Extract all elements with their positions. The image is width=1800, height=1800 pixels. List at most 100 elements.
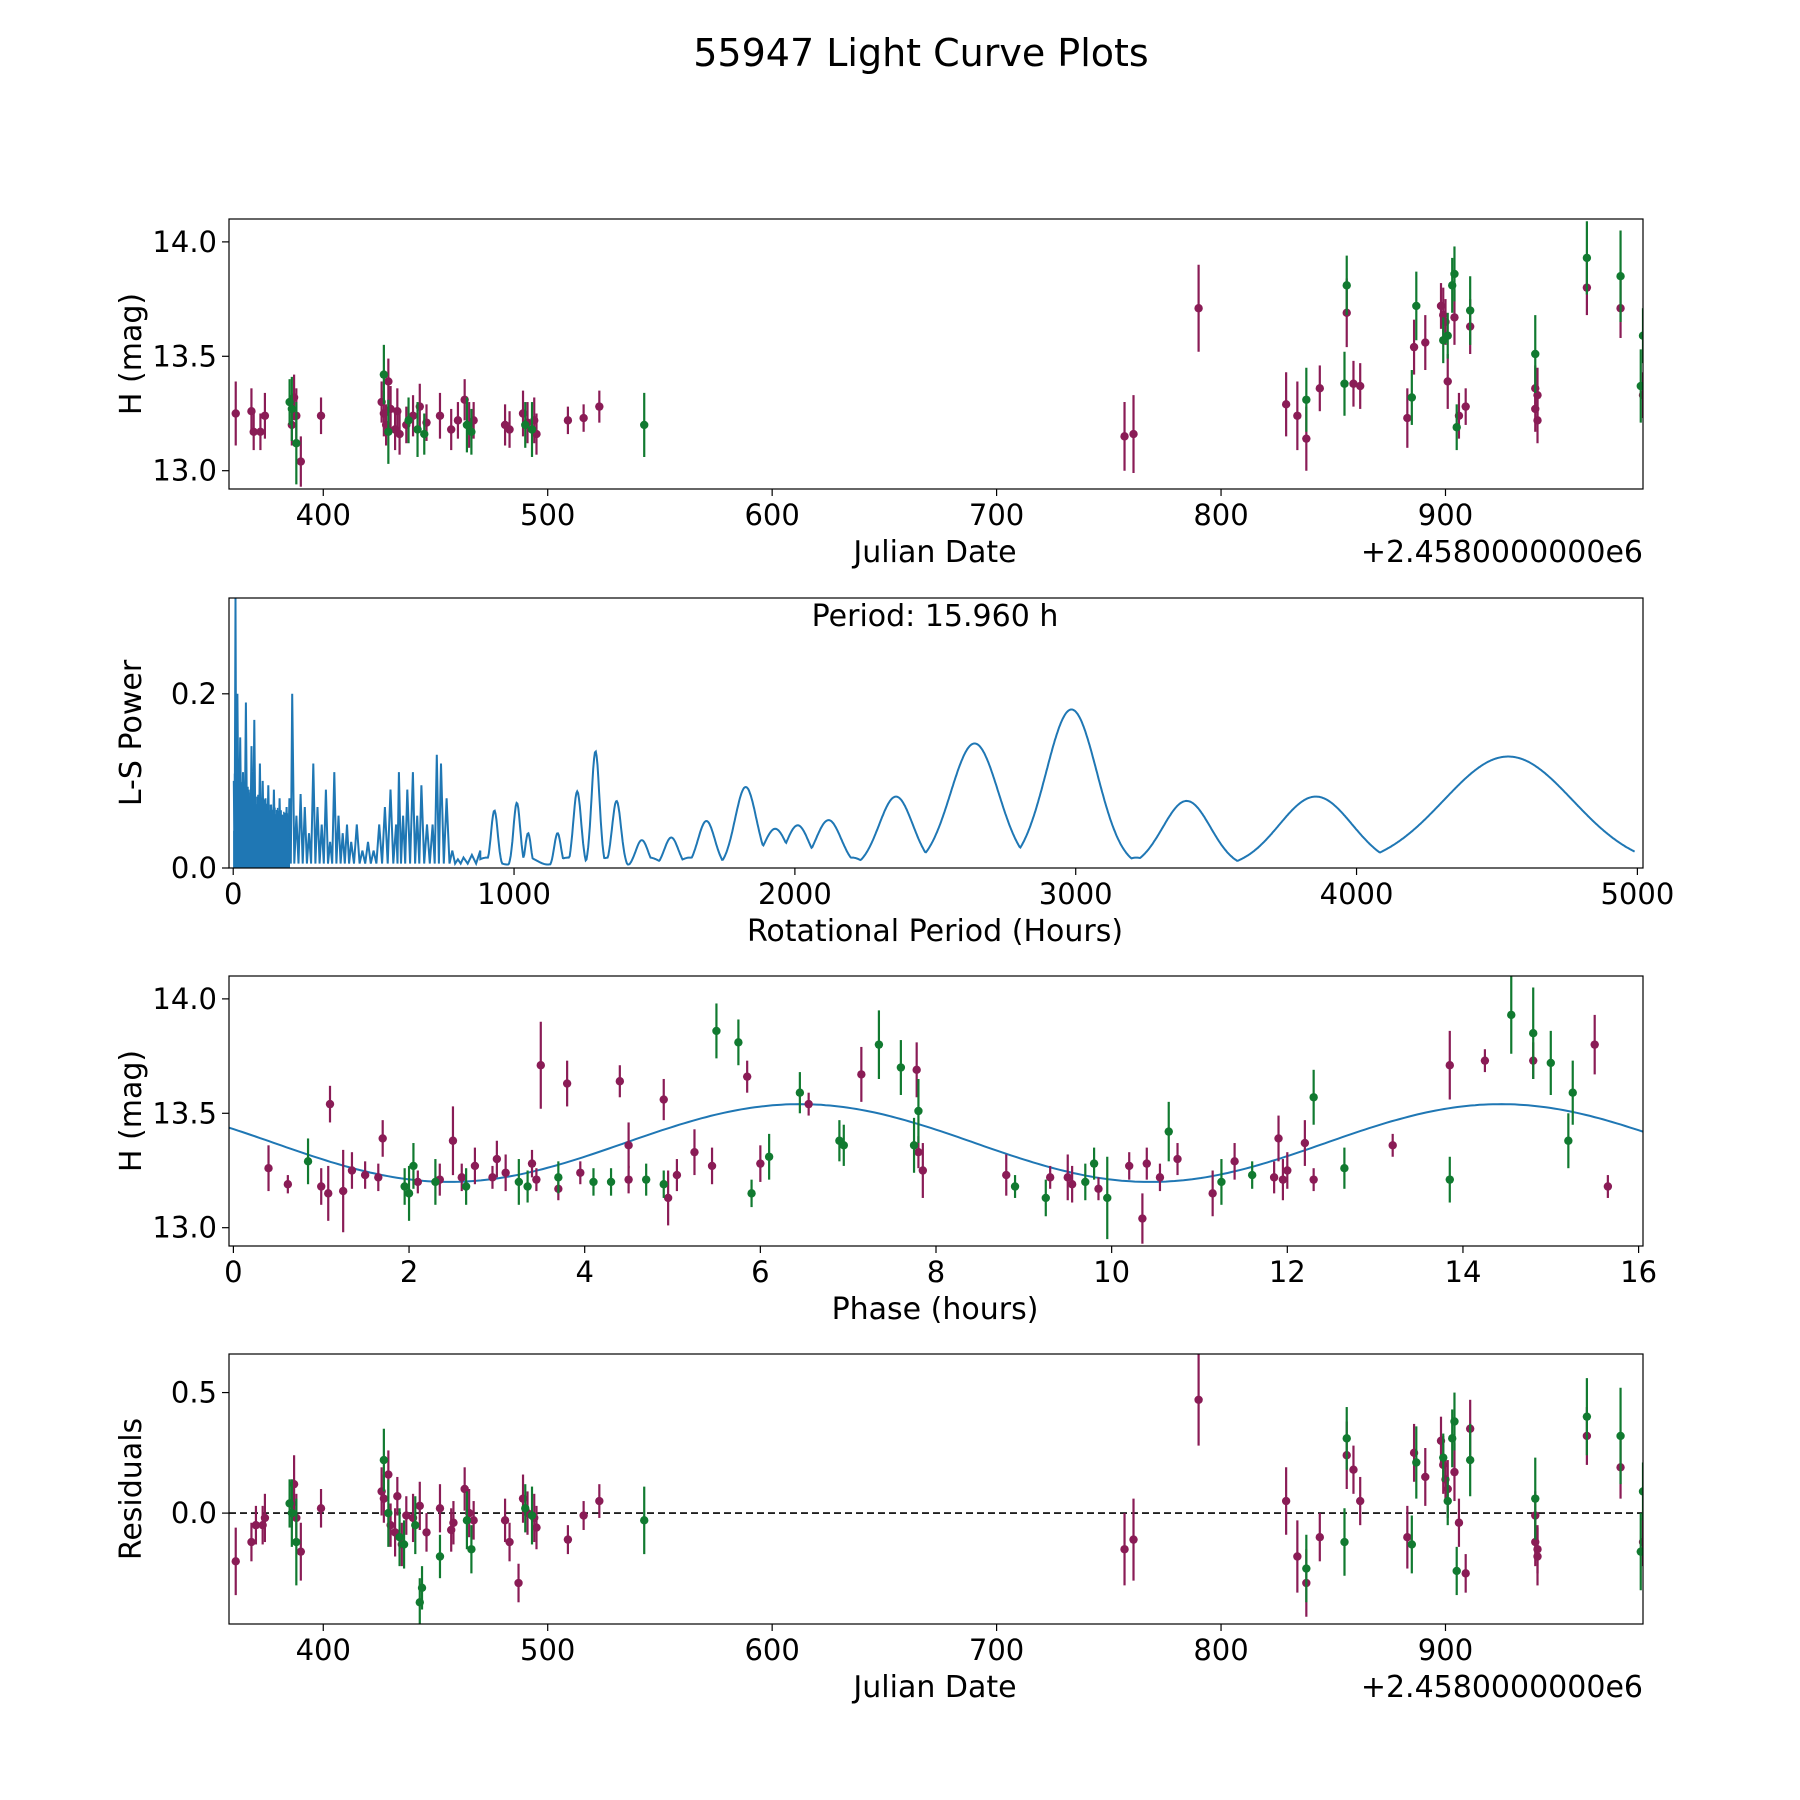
data-point <box>400 1182 409 1191</box>
data-point <box>435 1552 445 1561</box>
lightcurve-xtick-label: 700 <box>969 498 1024 532</box>
periodogram-xtick-label: 2000 <box>758 877 832 911</box>
data-point <box>1155 1173 1165 1182</box>
phased-xlabel: Phase (hours) <box>832 1292 1039 1327</box>
data-point <box>1638 331 1643 340</box>
data-point <box>316 1504 326 1513</box>
data-point <box>606 1177 616 1187</box>
data-point <box>1450 1417 1459 1426</box>
phased-ytick-label: 13.5 <box>152 1096 217 1130</box>
phased-xtick-label: 2 <box>400 1255 418 1289</box>
data-point <box>1412 301 1421 311</box>
data-point <box>1281 1496 1291 1506</box>
data-point <box>384 1470 393 1479</box>
residuals-xtick-label: 400 <box>296 1633 351 1667</box>
data-point <box>1439 1453 1448 1462</box>
data-point <box>1465 1455 1475 1465</box>
data-point <box>435 411 445 420</box>
phased-xtick-label: 0 <box>224 1255 242 1289</box>
data-point <box>663 1193 673 1203</box>
data-point <box>296 1547 306 1556</box>
data-point <box>1421 338 1430 347</box>
data-point <box>404 416 413 425</box>
data-point <box>492 1154 502 1164</box>
data-point <box>527 1159 537 1168</box>
periodogram-ytick-label: 0.0 <box>171 851 217 885</box>
residuals-xtick-label: 700 <box>969 1633 1024 1667</box>
data-point <box>1342 1434 1351 1443</box>
data-point <box>1173 1154 1182 1164</box>
phased-ytick-label: 14.0 <box>152 982 217 1016</box>
model-fit-curve <box>229 1103 1643 1183</box>
data-point <box>1533 390 1542 400</box>
data-point <box>435 1504 445 1513</box>
data-point <box>1590 1040 1599 1049</box>
data-point <box>303 1157 313 1166</box>
data-point <box>1010 1182 1020 1191</box>
data-point <box>467 427 476 436</box>
data-point <box>251 1520 261 1530</box>
data-point <box>256 427 265 436</box>
data-point <box>579 413 588 423</box>
data-point <box>384 1508 393 1518</box>
data-point <box>659 1095 668 1104</box>
lightcurve-ytick-label: 13.5 <box>152 339 217 373</box>
periodogram-xlabel: Rotational Period (Hours) <box>747 914 1123 949</box>
residuals-xtick-label: 900 <box>1418 1633 1473 1667</box>
data-point <box>1138 1214 1147 1223</box>
lightcurve-xlabel: Julian Date <box>851 535 1016 570</box>
data-point <box>379 1455 389 1465</box>
data-point <box>413 425 422 434</box>
data-point <box>393 1492 402 1501</box>
data-point <box>1603 1182 1613 1191</box>
data-point <box>1278 1175 1288 1184</box>
lightcurve-data <box>231 221 1643 487</box>
data-point <box>1340 379 1349 388</box>
data-point <box>527 425 537 434</box>
data-point <box>462 1516 472 1525</box>
lightcurve-xtick-label: 900 <box>1418 498 1473 532</box>
data-point <box>521 420 530 430</box>
periodogram-axes-frame <box>228 597 1644 869</box>
data-point <box>399 1540 409 1549</box>
phased-xtick-label: 8 <box>927 1255 945 1289</box>
phased-xtick-label: 6 <box>751 1255 769 1289</box>
data-point <box>1356 381 1365 391</box>
lightcurve-axes-frame <box>228 218 1644 490</box>
data-point <box>527 1511 537 1520</box>
data-point <box>1546 1058 1555 1068</box>
lightcurve-offset-text: +2.4580000000e6 <box>1361 535 1643 570</box>
data-point <box>1564 1136 1573 1145</box>
periodogram-ytick-label: 0.2 <box>171 677 217 711</box>
data-point <box>1407 393 1417 402</box>
data-point <box>1452 423 1461 432</box>
data-point <box>422 1528 431 1537</box>
data-point <box>1302 1564 1311 1573</box>
data-point <box>1638 1487 1643 1496</box>
periodogram-plot: 0 1000 2000 3000 4000 5000 0.0 0.2 Rotational Pe… <box>114 597 1674 949</box>
data-point <box>1142 1159 1151 1168</box>
data-point <box>1217 1177 1226 1187</box>
data-point <box>912 1065 921 1075</box>
data-point <box>449 1518 458 1527</box>
residuals-axes-frame <box>228 1353 1644 1625</box>
data-point <box>1443 331 1452 340</box>
data-point <box>857 1070 866 1079</box>
residuals-ytick-label: 0.5 <box>171 1376 217 1410</box>
data-point <box>1454 1518 1464 1527</box>
data-point <box>1208 1189 1217 1198</box>
data-point <box>914 1147 923 1157</box>
data-point <box>384 427 393 436</box>
data-point <box>595 1496 604 1506</box>
data-point <box>742 1072 752 1081</box>
data-point <box>420 429 429 439</box>
data-point <box>231 409 240 418</box>
data-point <box>576 1168 585 1177</box>
data-point <box>296 457 306 466</box>
periodogram-xtick-label: 0 <box>224 877 242 911</box>
data-point <box>247 1537 256 1547</box>
data-point <box>469 1516 478 1525</box>
phased-ytick-label: 13.0 <box>152 1211 217 1245</box>
data-point <box>1302 395 1311 404</box>
data-point <box>292 1537 301 1547</box>
